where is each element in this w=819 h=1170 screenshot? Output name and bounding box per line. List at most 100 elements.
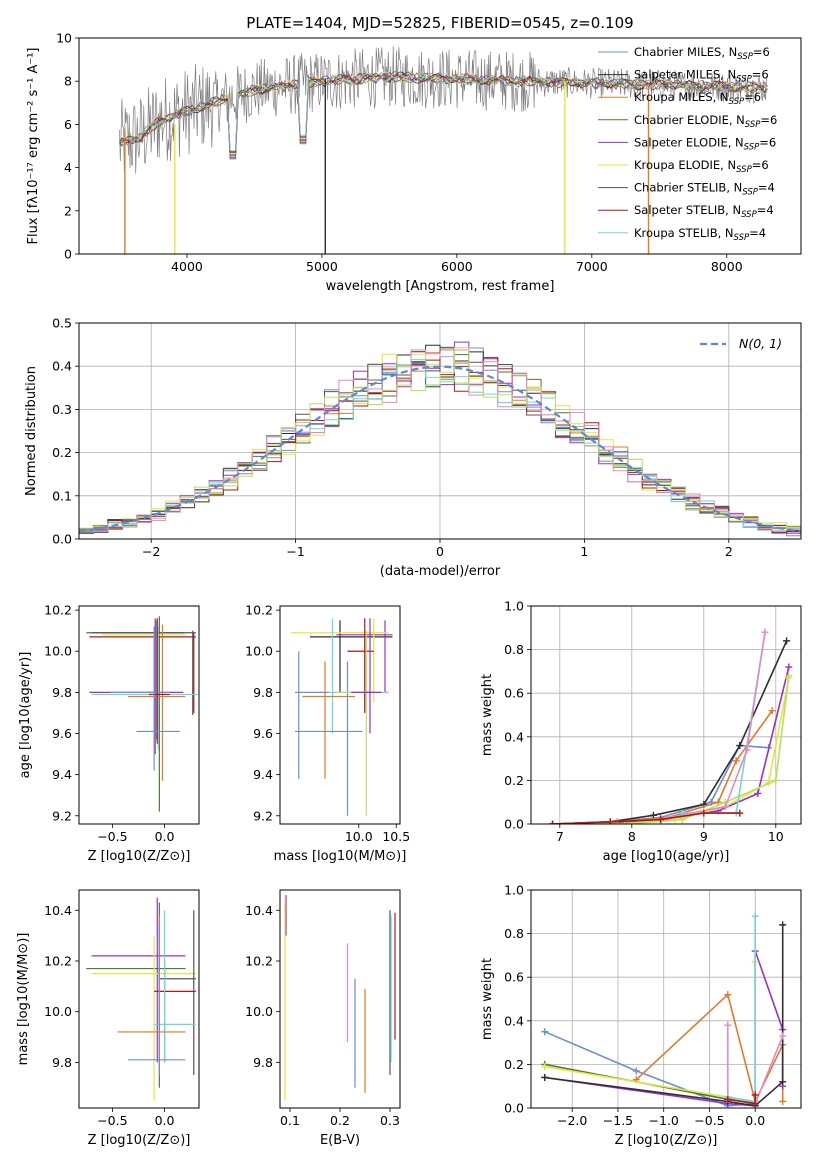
x-tick-label: 10.0 bbox=[345, 829, 373, 844]
x-axis-label: E(B-V) bbox=[320, 1133, 360, 1148]
x-tick-label: 8 bbox=[628, 829, 636, 844]
histogram-step bbox=[79, 349, 801, 533]
panel-weight_vs_Z: −2.0 −1.5 −1.0 −0.5 0.0 0.0 0.2 0.4 0.6 0.8 1.0 Z [… bbox=[480, 883, 802, 1148]
y-tick-label: 10.0 bbox=[44, 1004, 72, 1019]
weight-point-marker bbox=[736, 809, 744, 817]
y-tick-label: 0.8 bbox=[504, 926, 524, 941]
y-tick-label: 10.0 bbox=[245, 1004, 273, 1019]
legend-label: Chabrier MILES, NSSP=6 bbox=[634, 45, 770, 62]
y-tick-label: 9.8 bbox=[253, 1055, 273, 1070]
y-tick-label: 9.4 bbox=[52, 767, 72, 782]
plot-area bbox=[284, 895, 396, 1101]
y-tick-label: 0.4 bbox=[504, 1013, 524, 1028]
x-tick-label: −0.5 bbox=[694, 1113, 724, 1128]
y-tick-label: 0.6 bbox=[504, 970, 524, 985]
axes-frame bbox=[530, 605, 802, 825]
y-tick-label: 10.4 bbox=[44, 903, 72, 918]
x-axis-label: Z [log10(Z/Z⊙)] bbox=[88, 849, 191, 864]
y-tick-label: 10.2 bbox=[44, 603, 72, 618]
x-tick-label: 10 bbox=[768, 829, 784, 844]
plot-area bbox=[291, 618, 393, 816]
x-tick-label: 0.0 bbox=[155, 829, 175, 844]
weight-point-marker bbox=[779, 1032, 787, 1040]
y-tick-label: 0.1 bbox=[52, 488, 72, 503]
x-tick-label: −1.5 bbox=[603, 1113, 633, 1128]
legend-label: N(0, 1) bbox=[739, 336, 782, 351]
axes-frame bbox=[279, 889, 401, 1109]
y-axis-label: Flux [fλ10⁻¹⁷ erg cm⁻² s⁻¹ A⁻¹] bbox=[26, 48, 41, 245]
weight-series-line bbox=[552, 666, 790, 824]
plot-area bbox=[86, 897, 196, 1101]
x-tick-label: −0.5 bbox=[97, 1113, 127, 1128]
panel-spectrum: 4000 5000 6000 7000 8000 0 2 4 6 8 10 wavelength [A… bbox=[26, 31, 802, 294]
weight-point-marker bbox=[700, 809, 708, 817]
y-tick-label: 0.2 bbox=[504, 773, 524, 788]
weight-point-marker bbox=[743, 746, 751, 754]
y-tick-label: 10.2 bbox=[245, 953, 273, 968]
y-tick-label: 10.0 bbox=[44, 644, 72, 659]
legend-label: Kroupa MILES, NSSP=6 bbox=[634, 90, 761, 107]
weight-point-marker bbox=[751, 912, 759, 920]
weight-point-marker bbox=[779, 921, 787, 929]
legend-label: Chabrier STELIB, NSSP=4 bbox=[634, 181, 775, 198]
y-tick-label: 9.6 bbox=[253, 726, 273, 741]
legend-label: Salpeter MILES, NSSP=6 bbox=[634, 68, 769, 85]
x-tick-label: 4000 bbox=[171, 259, 203, 274]
x-axis-label: age [log10(age/yr)] bbox=[603, 849, 730, 864]
y-tick-label: 9.8 bbox=[52, 1055, 72, 1070]
x-tick-label: −2 bbox=[142, 544, 160, 559]
weight-point-marker bbox=[761, 628, 769, 636]
plot-area bbox=[541, 912, 787, 1108]
y-tick-label: 0.4 bbox=[504, 729, 524, 744]
weight-point-marker bbox=[779, 1097, 787, 1105]
weight-point-marker bbox=[649, 811, 657, 819]
weight-point-marker bbox=[772, 776, 780, 784]
weight-point-marker bbox=[751, 1100, 759, 1108]
spectrum-data-line bbox=[119, 46, 768, 174]
y-axis-label: mass [log10(M/M⊙)] bbox=[16, 933, 31, 1066]
y-tick-label: 0.0 bbox=[504, 1101, 524, 1116]
spectrum-model-line bbox=[119, 73, 768, 151]
weight-point-marker bbox=[732, 757, 740, 765]
weight-point-marker bbox=[721, 803, 729, 811]
x-axis-label: Z [log10(Z/Z⊙)] bbox=[615, 1133, 718, 1148]
panel-mass_vs_Z: −0.5 0.0 9.8 10.0 10.2 10.4 Z [log10(Z/Z⊙)] mas… bbox=[16, 889, 200, 1148]
panel-age_vs_Z: −0.5 0.0 9.2 9.4 9.6 9.8 10.0 10.2 Z [log10(Z/Z⊙… bbox=[18, 603, 200, 864]
weight-point-marker bbox=[724, 991, 732, 999]
y-tick-label: 6 bbox=[64, 117, 72, 132]
weight-series-line bbox=[552, 675, 790, 824]
x-tick-label: 1 bbox=[580, 544, 588, 559]
plot-area bbox=[86, 616, 198, 812]
weight-point-marker bbox=[768, 707, 776, 715]
y-tick-label: 9.6 bbox=[52, 726, 72, 741]
legend-label: Kroupa ELODIE, NSSP=6 bbox=[634, 158, 769, 175]
y-tick-label: 0.2 bbox=[504, 1057, 524, 1072]
x-tick-label: 0.0 bbox=[155, 1113, 175, 1128]
y-tick-label: 0.4 bbox=[52, 359, 72, 374]
weight-point-marker bbox=[724, 1021, 732, 1029]
legend-label: Kroupa STELIB, NSSP=4 bbox=[634, 226, 766, 243]
x-tick-label: −1 bbox=[286, 544, 304, 559]
y-tick-label: 0.0 bbox=[504, 817, 524, 832]
y-tick-label: 0.0 bbox=[52, 532, 72, 547]
axes-frame bbox=[530, 889, 802, 1109]
y-tick-label: 9.8 bbox=[253, 685, 273, 700]
weight-point-marker bbox=[754, 789, 762, 797]
weight-series-line bbox=[682, 632, 766, 814]
y-tick-label: 0 bbox=[64, 247, 72, 262]
weight-point-marker bbox=[541, 1028, 549, 1036]
panel-residuals: −2 −1 0 1 2 0.0 0.1 0.2 0.3 0.4 0.5 (data-model)/er… bbox=[24, 316, 802, 579]
weight-point-marker bbox=[724, 1095, 732, 1103]
x-axis-label: Z [log10(Z/Z⊙)] bbox=[88, 1133, 191, 1148]
plot-area bbox=[119, 46, 768, 254]
plot-area bbox=[79, 341, 801, 537]
x-axis-label: wavelength [Angstrom, rest frame] bbox=[326, 279, 555, 294]
histogram-step bbox=[79, 347, 801, 531]
weight-point-marker bbox=[751, 1091, 759, 1099]
legend-label: Salpeter STELIB, NSSP=4 bbox=[634, 203, 774, 220]
axes-frame bbox=[78, 889, 200, 1109]
panel-weight_vs_age: 7 8 9 10 0.0 0.2 0.4 0.6 0.8 1.0 age [log10(age/yr… bbox=[480, 599, 802, 864]
weight-point-marker bbox=[632, 1067, 640, 1075]
y-tick-label: 0.2 bbox=[52, 445, 72, 460]
